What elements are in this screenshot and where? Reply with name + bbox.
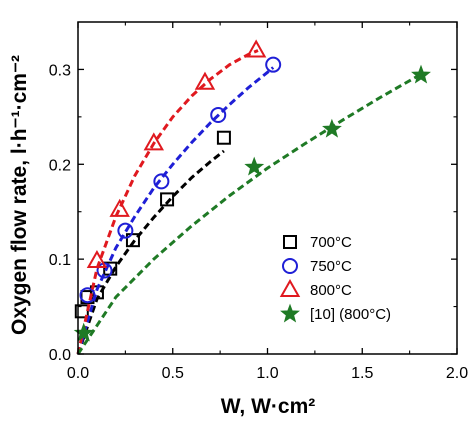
legend-marker bbox=[279, 278, 301, 297]
data-point bbox=[216, 130, 231, 145]
legend-marker bbox=[282, 258, 298, 274]
x-tick-label: 2.0 bbox=[446, 365, 468, 382]
data-point bbox=[79, 287, 96, 304]
legend: 700°C 750°C 800°C [10] (800°C) bbox=[279, 234, 391, 323]
data-point bbox=[117, 222, 134, 239]
x-tick-label: 1.0 bbox=[256, 365, 278, 382]
y-tick-label: 0.1 bbox=[49, 252, 71, 269]
series-3 bbox=[73, 64, 431, 355]
x-tick-label: 1.5 bbox=[351, 365, 373, 382]
legend-label: [10] (800°C) bbox=[310, 306, 391, 323]
data-point bbox=[244, 156, 265, 176]
data-point bbox=[411, 64, 431, 84]
axes: 0.0 0.5 1.0 1.5 2.0 0.0 0.1 0.2 0.3 bbox=[49, 21, 468, 382]
data-point bbox=[245, 39, 267, 58]
data-point bbox=[73, 322, 94, 342]
data-point bbox=[125, 233, 140, 248]
legend-label: 800°C bbox=[310, 282, 352, 299]
plot-area bbox=[73, 39, 431, 355]
legend-label: 750°C bbox=[310, 258, 352, 275]
legend-label: 700°C bbox=[310, 234, 352, 251]
x-tick-label: 0.5 bbox=[162, 365, 184, 382]
series-2 bbox=[76, 39, 267, 355]
x-tick-label: 0.0 bbox=[67, 365, 89, 382]
series-fit-line bbox=[76, 66, 275, 355]
data-point bbox=[322, 118, 342, 138]
y-axis-title: Oxygen flow rate, l·h⁻¹·cm⁻² bbox=[8, 55, 31, 335]
legend-marker bbox=[280, 303, 300, 323]
legend-marker bbox=[283, 235, 297, 249]
x-axis-title: W, W·cm² bbox=[221, 395, 316, 418]
data-point bbox=[86, 250, 108, 269]
series-fit-line bbox=[76, 49, 259, 355]
data-point bbox=[194, 71, 216, 90]
data-point bbox=[265, 56, 282, 73]
data-point bbox=[160, 192, 175, 207]
data-point bbox=[109, 198, 130, 217]
data-point bbox=[210, 106, 227, 123]
y-tick-label: 0.2 bbox=[49, 157, 71, 174]
y-tick-label: 0.0 bbox=[49, 347, 71, 364]
data-point bbox=[74, 304, 89, 319]
y-tick-label: 0.3 bbox=[49, 62, 71, 79]
data-point bbox=[143, 132, 165, 151]
series-fit-line bbox=[76, 72, 422, 355]
data-point bbox=[153, 173, 170, 190]
series-1 bbox=[76, 56, 282, 355]
